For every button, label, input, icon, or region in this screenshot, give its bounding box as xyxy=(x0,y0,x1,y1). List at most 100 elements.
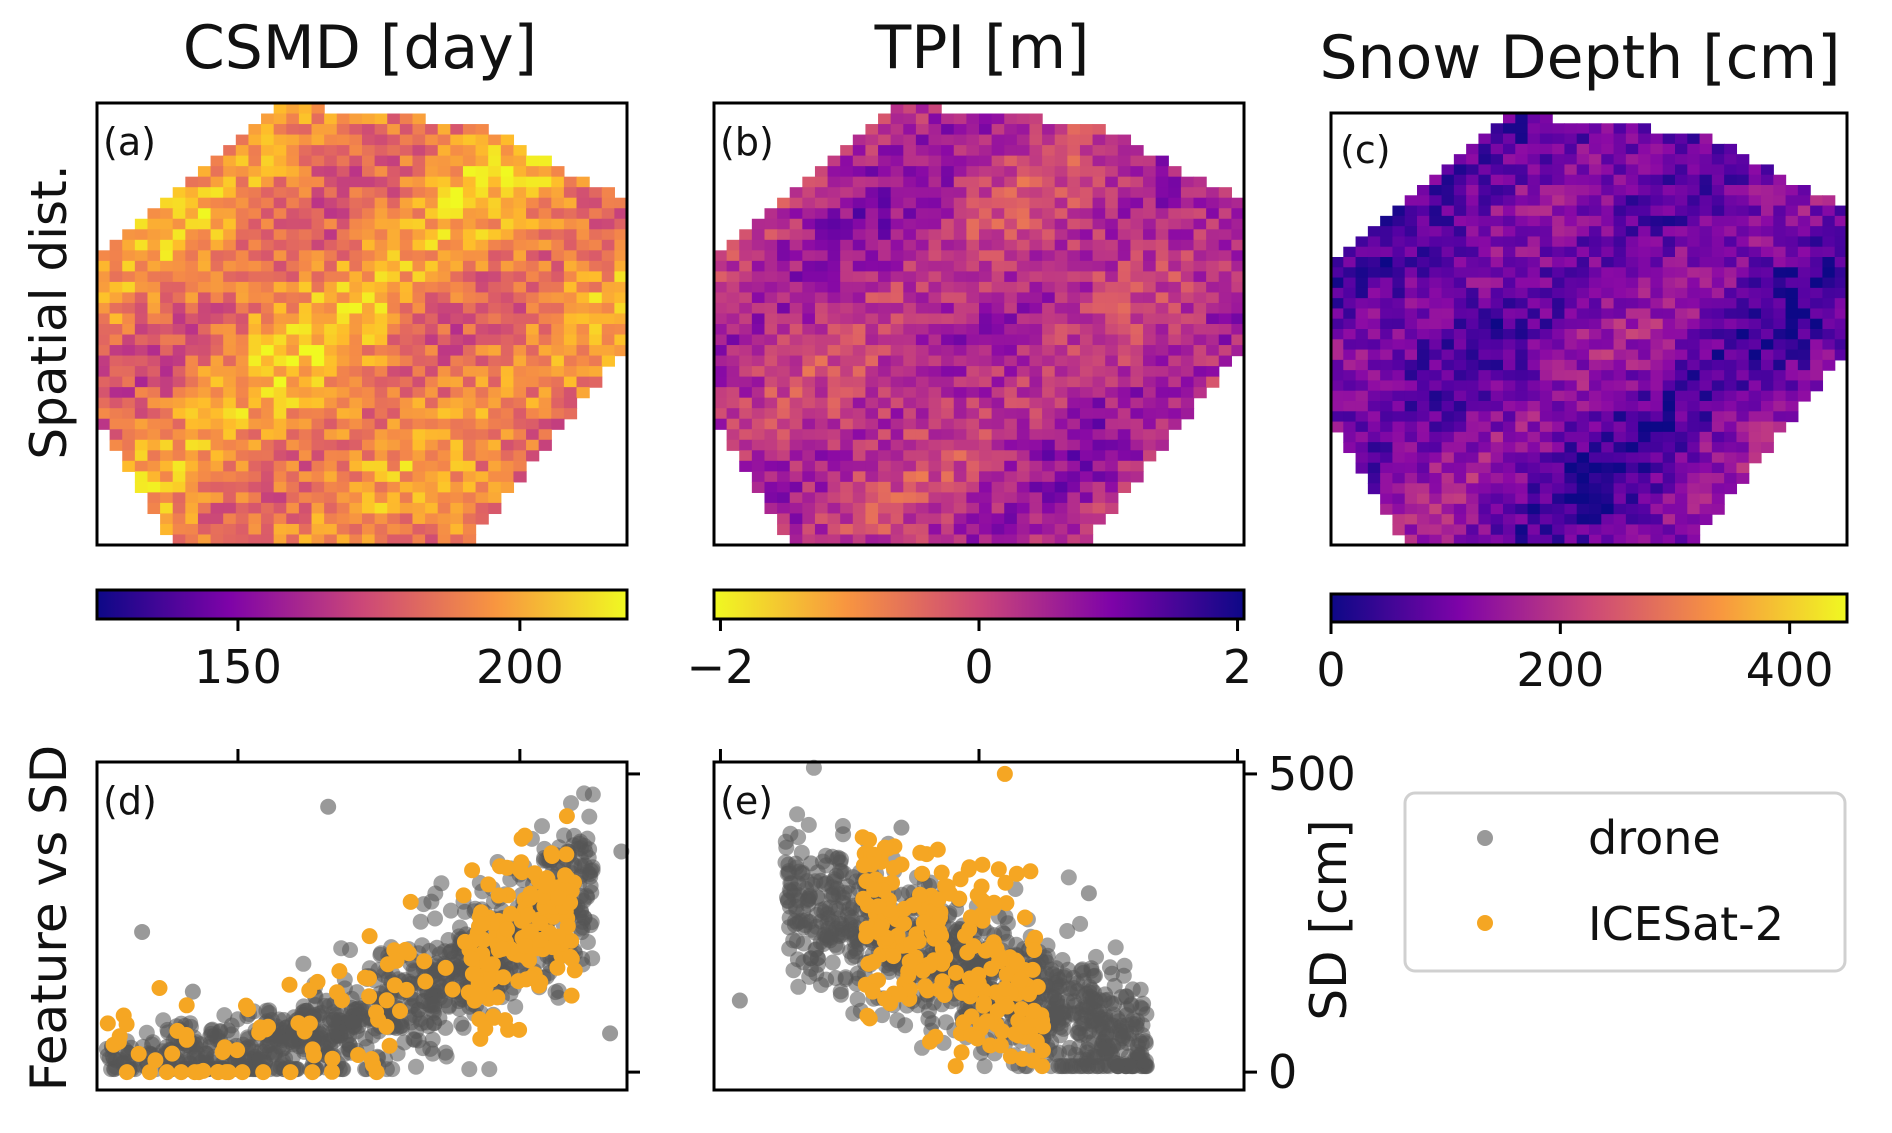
heatmap-cell xyxy=(1130,187,1144,199)
heatmap-cell xyxy=(1466,370,1480,382)
heatmap-cell xyxy=(1650,483,1664,495)
heatmap-cell xyxy=(1079,166,1094,178)
heatmap-cell xyxy=(915,271,930,283)
heatmap-cell xyxy=(890,197,904,209)
heatmap-cell xyxy=(1576,452,1590,464)
heatmap-cell xyxy=(147,260,161,272)
heatmap-cell xyxy=(827,492,841,504)
heatmap-cell xyxy=(450,239,464,251)
heatmap-cell xyxy=(928,239,942,251)
heatmap-cell xyxy=(324,429,338,441)
heatmap-cell xyxy=(802,387,816,399)
heatmap-cell xyxy=(1822,349,1836,361)
heatmap-cell xyxy=(134,460,149,472)
heatmap-cell xyxy=(953,260,967,272)
heatmap-cell xyxy=(160,418,174,430)
heatmap-cell xyxy=(1029,397,1043,409)
heatmap-cell xyxy=(1638,174,1652,186)
heatmap-cell xyxy=(1117,345,1132,357)
heatmap-cell xyxy=(425,366,439,378)
heatmap-cell xyxy=(399,187,414,199)
heatmap-cell xyxy=(827,229,841,241)
heatmap-cell xyxy=(387,176,401,188)
heatmap-cell xyxy=(273,460,287,472)
heatmap-cell xyxy=(1576,421,1590,433)
heatmap-cell xyxy=(197,197,212,209)
heatmap-cell xyxy=(1675,267,1688,279)
heatmap-cell xyxy=(1773,257,1787,268)
heatmap-cell xyxy=(1810,277,1824,289)
heatmap-cell xyxy=(1650,493,1664,505)
heatmap-cell xyxy=(399,345,414,357)
heatmap-cell xyxy=(1650,308,1664,320)
heatmap-cell xyxy=(1748,329,1762,340)
heatmap-cell xyxy=(437,408,451,420)
heatmap-cell xyxy=(903,324,917,336)
heatmap-cell xyxy=(1527,143,1541,155)
heatmap-cell xyxy=(903,145,917,157)
heatmap-cell xyxy=(1589,174,1602,186)
heatmap-cell xyxy=(601,239,615,251)
heatmap-cell xyxy=(1079,523,1094,536)
heatmap-cell xyxy=(563,366,578,378)
heatmap-cell xyxy=(475,313,489,325)
heatmap-cell xyxy=(928,229,942,241)
heatmap-cell xyxy=(172,376,186,388)
heatmap-cell xyxy=(966,460,980,472)
heatmap-cell xyxy=(1392,226,1406,238)
heatmap-cell xyxy=(362,229,376,241)
heatmap-cell xyxy=(1343,442,1357,454)
heatmap-cell xyxy=(475,450,489,462)
heatmap-cell xyxy=(589,239,603,251)
heatmap-cell xyxy=(1466,524,1480,536)
heatmap-cell xyxy=(1218,208,1232,220)
heatmap-cell xyxy=(1589,318,1602,330)
heatmap-cell xyxy=(336,260,350,272)
heatmap-cell xyxy=(1724,308,1738,320)
heatmap-cell xyxy=(739,260,753,272)
heatmap-cell xyxy=(1042,124,1056,136)
heatmap-cell xyxy=(1650,195,1664,207)
heatmap-cell xyxy=(336,218,350,230)
heatmap-cell xyxy=(1810,359,1824,371)
heatmap-cell xyxy=(1404,514,1418,526)
heatmap-cell xyxy=(1539,133,1553,145)
heatmap-cell xyxy=(739,408,753,420)
heatmap-cell xyxy=(1343,277,1357,289)
heatmap-cell xyxy=(751,334,766,346)
heatmap-cell xyxy=(1453,431,1467,443)
heatmap-cell xyxy=(1699,246,1713,258)
heatmap-cell xyxy=(1613,462,1627,474)
heatmap-cell xyxy=(1601,318,1615,330)
heatmap-cell xyxy=(1675,174,1688,186)
heatmap-cell xyxy=(349,260,363,272)
heatmap-cell xyxy=(1576,514,1590,526)
heatmap-cell xyxy=(764,345,778,357)
heatmap-cell xyxy=(840,397,854,409)
heatmap-cell xyxy=(538,239,552,251)
heatmap-cell xyxy=(298,250,313,262)
heatmap-cell xyxy=(1601,380,1615,392)
heatmap-cell xyxy=(1601,370,1615,382)
heatmap-cell xyxy=(1117,376,1132,388)
heatmap-cell xyxy=(362,113,376,125)
heatmap-cell xyxy=(235,197,250,209)
heatmap-cell xyxy=(1638,123,1652,135)
heatmap-cell xyxy=(827,502,841,515)
heatmap-cell xyxy=(1564,298,1578,310)
heatmap-cell xyxy=(286,197,300,209)
heatmap-cell xyxy=(450,534,464,546)
heatmap-cell xyxy=(1539,339,1553,351)
heatmap-cell xyxy=(1613,339,1627,351)
heatmap-cell xyxy=(1687,277,1701,289)
heatmap-cell xyxy=(1478,246,1492,258)
heatmap-cell xyxy=(890,271,904,283)
heatmap-cell xyxy=(890,103,904,115)
heatmap-cell xyxy=(1675,380,1688,392)
heatmap-cell xyxy=(979,502,993,515)
heatmap-cell xyxy=(1810,329,1824,340)
heatmap-cell xyxy=(1429,257,1443,268)
heatmap-cell xyxy=(1576,411,1590,423)
heatmap-cell xyxy=(311,197,325,209)
heatmap-cell xyxy=(223,439,237,451)
